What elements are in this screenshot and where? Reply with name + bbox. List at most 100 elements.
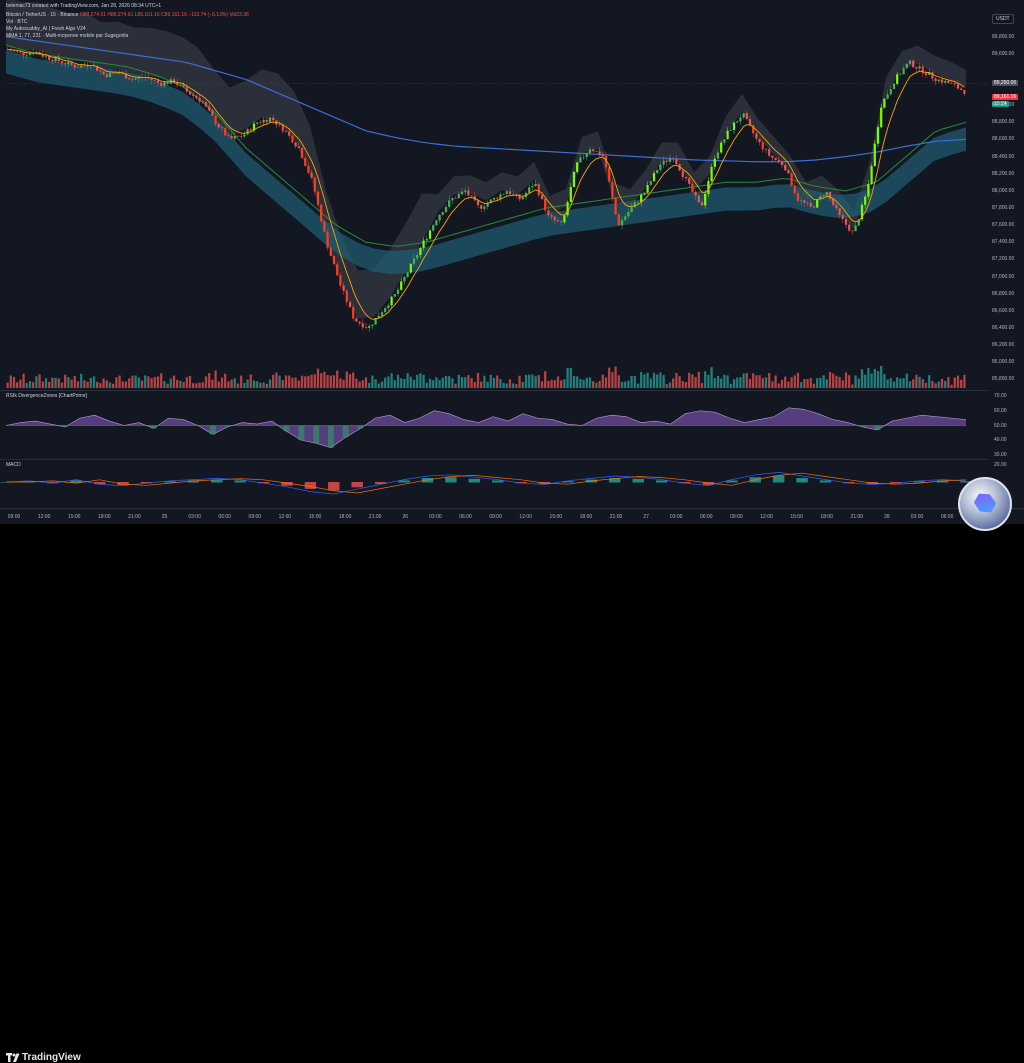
candle-body bbox=[787, 170, 790, 174]
volume-bar bbox=[118, 375, 121, 388]
candle-body bbox=[624, 216, 627, 220]
candle-body bbox=[931, 72, 934, 79]
pane-divider-rsi[interactable] bbox=[0, 390, 988, 391]
candle-body bbox=[224, 128, 227, 136]
volume-bar bbox=[614, 366, 617, 388]
volume-bar bbox=[265, 383, 268, 388]
volume-bar bbox=[396, 374, 400, 388]
candle-body bbox=[828, 191, 832, 199]
volume-bar bbox=[668, 382, 672, 388]
candle-body bbox=[179, 84, 182, 86]
candle-body bbox=[777, 159, 780, 162]
macd-hist-bar bbox=[140, 482, 153, 484]
ohlc-open: O89,274.91 bbox=[79, 12, 106, 18]
candle-body bbox=[291, 135, 294, 143]
volume-bar bbox=[729, 383, 732, 388]
volume-bar bbox=[460, 377, 464, 388]
candle-body bbox=[105, 74, 108, 77]
candle-body bbox=[614, 197, 617, 215]
volume-bar bbox=[636, 383, 640, 388]
time-tick-label: 18:00 bbox=[579, 514, 593, 520]
candle-body bbox=[460, 191, 464, 195]
footer-bar: TradingView bbox=[0, 524, 1024, 1063]
candle-body bbox=[310, 172, 313, 178]
volume-bar bbox=[86, 381, 89, 388]
volume-bar bbox=[368, 382, 371, 388]
time-tick-label: 06:00 bbox=[459, 514, 472, 520]
volume-bar bbox=[54, 377, 57, 388]
volume-bar bbox=[582, 379, 585, 388]
candle-body bbox=[496, 197, 499, 199]
candle-body bbox=[956, 84, 960, 89]
volume-bar bbox=[336, 370, 339, 388]
time-tick-label: 21:00 bbox=[368, 514, 382, 520]
candle-body bbox=[723, 139, 726, 143]
volume-bar bbox=[150, 378, 153, 388]
candle-body bbox=[284, 131, 288, 132]
volume-bar bbox=[540, 381, 544, 388]
volume-bar bbox=[204, 376, 208, 388]
candle-body bbox=[636, 201, 640, 203]
candle-body bbox=[387, 305, 390, 309]
main-price-pane[interactable] bbox=[0, 0, 1024, 545]
volume-bar bbox=[544, 371, 547, 388]
candle-body bbox=[294, 142, 297, 147]
candle-body bbox=[854, 225, 857, 232]
volume-bar bbox=[937, 381, 940, 388]
vol-line[interactable]: Vol · BTC bbox=[6, 19, 28, 25]
volume-bar bbox=[425, 382, 428, 388]
candle-body bbox=[816, 199, 819, 208]
candle-body bbox=[438, 214, 441, 221]
volume-bar bbox=[672, 378, 675, 388]
candle-body bbox=[659, 164, 662, 170]
volume-bar bbox=[700, 383, 704, 388]
volume-bar bbox=[707, 374, 710, 388]
symbol-name[interactable]: Bitcoin / TetherUS · 15 · Binance bbox=[6, 12, 79, 18]
rsi-pane-title[interactable]: RSIk DivergenceZones [ChartPrime] bbox=[6, 393, 87, 399]
volume-bar bbox=[809, 377, 812, 388]
macd-hist-bar bbox=[843, 482, 855, 484]
macd-pane-title[interactable]: MACD bbox=[6, 462, 21, 468]
price-tick-label: 88,200.00 bbox=[992, 170, 1015, 177]
candle-body bbox=[188, 91, 192, 95]
volume-bar bbox=[515, 384, 518, 388]
candle-body bbox=[531, 186, 534, 188]
candle-body bbox=[345, 290, 348, 302]
volume-bar bbox=[841, 380, 844, 388]
candle-body bbox=[371, 324, 374, 326]
candle-body bbox=[131, 79, 134, 81]
candle-body bbox=[905, 63, 908, 69]
macd-hist-bar bbox=[211, 479, 223, 483]
volume-bar bbox=[508, 379, 512, 388]
candle-body bbox=[505, 191, 508, 194]
volume-bar bbox=[211, 379, 214, 388]
candle-body bbox=[739, 117, 742, 122]
time-tick-label: 06:00 bbox=[700, 514, 713, 520]
candle-body bbox=[230, 135, 233, 139]
candle-body bbox=[812, 206, 816, 208]
candle-body bbox=[547, 210, 550, 216]
indicator-label-algo[interactable]: My Autoscabby_AI | Fresh Algo V24 bbox=[6, 26, 86, 32]
tradingview-brand[interactable]: TradingView bbox=[22, 1052, 81, 1063]
candle-body bbox=[198, 98, 201, 102]
candle-body bbox=[940, 79, 944, 83]
currency-badge[interactable]: USDT bbox=[992, 14, 1014, 24]
time-tick-label: 15:00 bbox=[308, 514, 322, 520]
volume-bar bbox=[169, 378, 172, 388]
candle-body bbox=[880, 107, 883, 128]
candle-body bbox=[76, 67, 80, 68]
volume-bar bbox=[524, 374, 528, 388]
candle-body bbox=[214, 115, 217, 125]
pane-divider-macd[interactable] bbox=[0, 459, 988, 460]
time-tick-label: 09:00 bbox=[7, 514, 21, 520]
candle-body bbox=[883, 98, 886, 108]
candle-body bbox=[566, 202, 569, 216]
time-tick-label: 18:00 bbox=[820, 514, 833, 520]
ma-line-blue bbox=[5, 35, 967, 163]
volume-bar bbox=[572, 376, 576, 388]
candle-body bbox=[793, 185, 796, 194]
price-tick-label: 87,800.00 bbox=[992, 205, 1015, 211]
indicator-label-mma[interactable]: MMA 1, 77, 231 · Multi-moyenne mobile pa… bbox=[6, 33, 129, 39]
candle-body bbox=[204, 102, 208, 107]
macd-hist-bar bbox=[936, 480, 949, 483]
